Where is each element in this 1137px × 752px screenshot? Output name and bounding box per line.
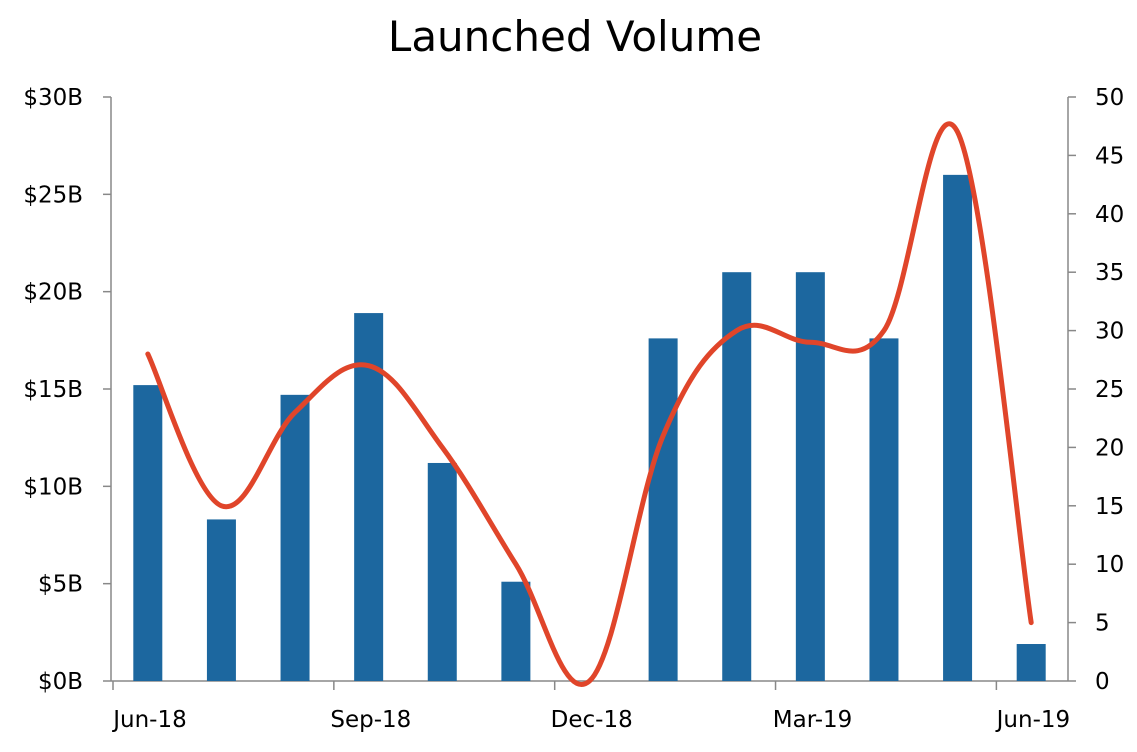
bar xyxy=(1016,644,1046,681)
left-axis-tick-label: $25B xyxy=(23,182,83,208)
right-axis-tick-label: 40 xyxy=(1095,202,1124,228)
x-axis-tick-label: Dec-18 xyxy=(551,707,633,733)
right-axis-tick-label: 45 xyxy=(1095,143,1124,169)
bar xyxy=(501,581,531,681)
bar xyxy=(943,174,973,681)
x-axis-tick-label: Sep-18 xyxy=(330,707,411,733)
bar xyxy=(133,385,163,681)
line-series xyxy=(145,121,1034,687)
bar xyxy=(354,313,384,681)
left-axis-tick-label: $15B xyxy=(23,377,83,403)
right-axis-tick-label: 30 xyxy=(1095,319,1124,345)
right-axis-tick-label: 5 xyxy=(1095,611,1110,637)
bar xyxy=(280,394,310,681)
x-axis-tick-label: Jun-18 xyxy=(111,707,187,733)
x-axis-tick-label: Mar-19 xyxy=(773,707,853,733)
bar xyxy=(869,338,899,681)
right-axis-tick-label: 50 xyxy=(1095,85,1124,111)
left-axis-tick-label: $20B xyxy=(23,280,83,306)
right-axis-tick-label: 20 xyxy=(1095,435,1124,461)
bar xyxy=(795,272,825,681)
bar xyxy=(427,462,457,681)
left-axis-tick-label: $10B xyxy=(23,474,83,500)
right-axis-tick-label: 0 xyxy=(1095,669,1110,695)
left-axis-tick-label: $0B xyxy=(38,669,83,695)
right-axis-tick-label: 15 xyxy=(1095,494,1124,520)
left-axis-tick-label: $30B xyxy=(23,85,83,111)
right-axis-tick-label: 10 xyxy=(1095,552,1124,578)
right-axis-tick-label: 25 xyxy=(1095,377,1124,403)
chart-title: Launched Volume xyxy=(387,12,763,61)
left-axis-tick-label: $5B xyxy=(38,572,83,598)
x-axis-tick-label: Jun-19 xyxy=(995,707,1071,733)
right-axis-tick-label: 35 xyxy=(1095,260,1124,286)
bar xyxy=(648,338,678,681)
bar xyxy=(206,519,236,681)
